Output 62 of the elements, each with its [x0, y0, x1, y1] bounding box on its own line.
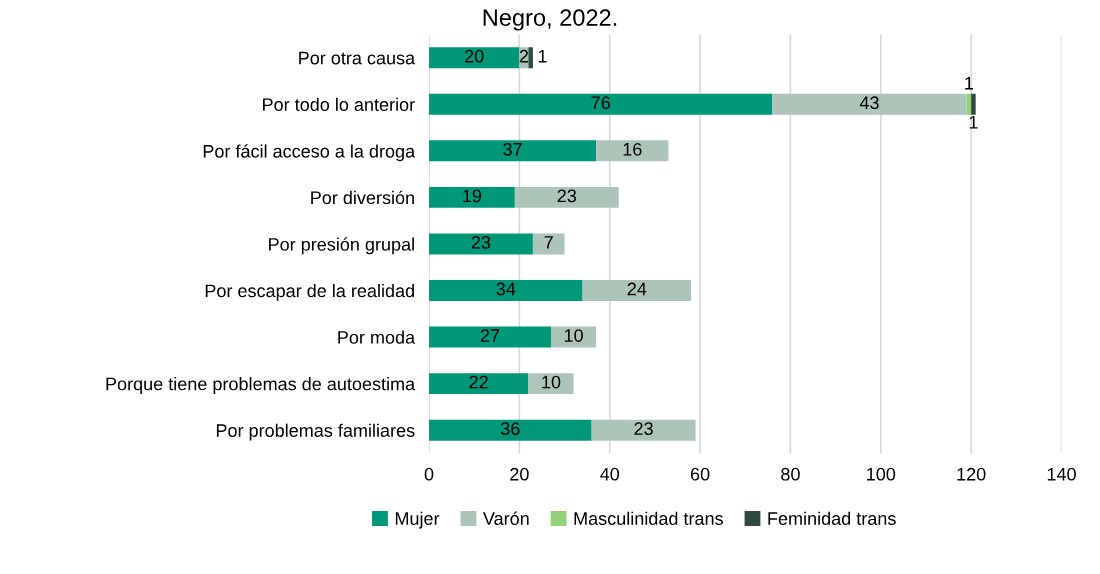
x-tick-label: 0: [424, 467, 434, 481]
legend-label: Masculinidad trans: [574, 511, 723, 525]
data-label: 7: [544, 236, 553, 249]
y-tick-label: Por moda: [338, 330, 416, 344]
bar: [429, 373, 529, 395]
bar: [582, 280, 692, 301]
data-label: 10: [542, 375, 561, 389]
legend-label: Mujer: [395, 511, 440, 529]
data-label: 43: [859, 96, 879, 110]
bar: [429, 93, 773, 115]
y-tick-label: Porque tiene problemas de autoestima: [106, 377, 416, 394]
bar: [772, 93, 967, 115]
data-label: 23: [557, 189, 577, 203]
y-tick-label: Por diversión: [311, 190, 414, 205]
x-tick-label: 80: [781, 467, 800, 481]
data-label: 20: [465, 49, 484, 63]
legend-label: Varón: [482, 511, 529, 525]
data-label: 1: [969, 116, 978, 129]
y-tick-label: Por presión grupal: [269, 237, 414, 255]
x-tick-label: 140: [1047, 467, 1076, 481]
legend-label: Feminidad trans: [768, 511, 896, 525]
data-label: 24: [627, 282, 647, 296]
bar: [591, 419, 696, 441]
bar: [429, 140, 597, 162]
x-tick-label: 20: [510, 467, 529, 481]
bar: [532, 233, 565, 255]
data-label: 19: [463, 189, 482, 203]
bar: [550, 326, 597, 348]
data-label: 76: [591, 96, 610, 110]
data-label: 16: [623, 142, 642, 156]
y-tick-label: Por fácil acceso a la droga: [203, 144, 416, 162]
bar: [429, 326, 551, 348]
data-label: 1: [965, 76, 974, 90]
y-tick-label: Por todo lo anterior: [263, 97, 415, 111]
x-tick-label: 60: [690, 467, 710, 481]
bar: [971, 93, 976, 115]
data-label: 23: [471, 236, 491, 249]
bar: [514, 186, 619, 208]
bar: [429, 186, 515, 208]
bar: [596, 140, 669, 162]
bar: [528, 47, 533, 69]
y-tick-label: Por escapar de la realidad: [205, 283, 414, 301]
chart-title: Negro, 2022.: [483, 9, 617, 31]
bar: [528, 373, 574, 395]
x-tick-label: 40: [600, 467, 620, 481]
data-label: 36: [500, 422, 520, 436]
data-label: 10: [564, 329, 583, 342]
bar: [429, 233, 533, 255]
y-tick-label: Por otra causa: [299, 51, 416, 65]
bar: [429, 419, 592, 441]
x-tick-label: 100: [867, 467, 896, 481]
data-label: 1: [538, 49, 547, 63]
x-tick-label: 120: [957, 467, 986, 481]
bar: [429, 47, 520, 69]
data-label: 23: [634, 422, 653, 436]
data-label: 37: [503, 142, 522, 156]
y-tick-label: Por problemas familiares: [216, 423, 415, 441]
data-label: 34: [496, 282, 516, 296]
data-label: 27: [480, 329, 500, 342]
data-label: 2: [519, 49, 528, 63]
bar: [429, 280, 583, 301]
data-label: 22: [469, 375, 488, 389]
